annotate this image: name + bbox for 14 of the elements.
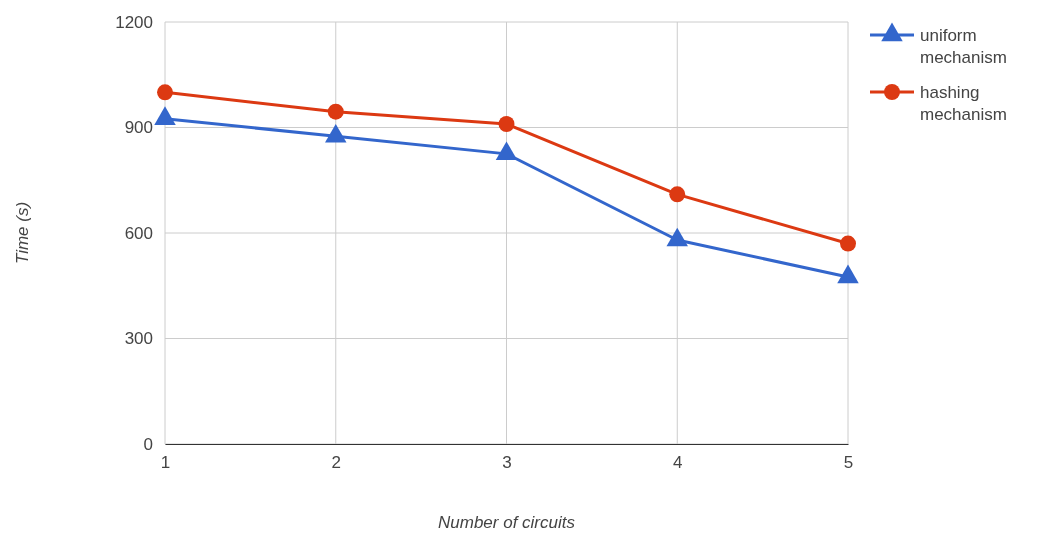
x-tick-label: 5 [843, 453, 854, 473]
x-tick-label: 1 [160, 453, 171, 473]
x-tick-label: 2 [331, 453, 341, 473]
y-tick-label: 600 [124, 223, 153, 243]
x-tick-label: 3 [502, 453, 512, 473]
x-axis-title: Number of circuits [438, 513, 576, 532]
y-tick-label: 900 [124, 118, 153, 138]
x-tick-label: 4 [673, 453, 683, 473]
legend-label: uniform mechanism [920, 26, 1007, 67]
y-tick-label: 300 [124, 329, 153, 349]
legend-label: hashing mechanism [920, 83, 1007, 124]
y-axis-title: Time (s) [13, 201, 32, 265]
y-tick-label: 1200 [115, 12, 153, 32]
y-tick-label: 0 [143, 434, 153, 454]
